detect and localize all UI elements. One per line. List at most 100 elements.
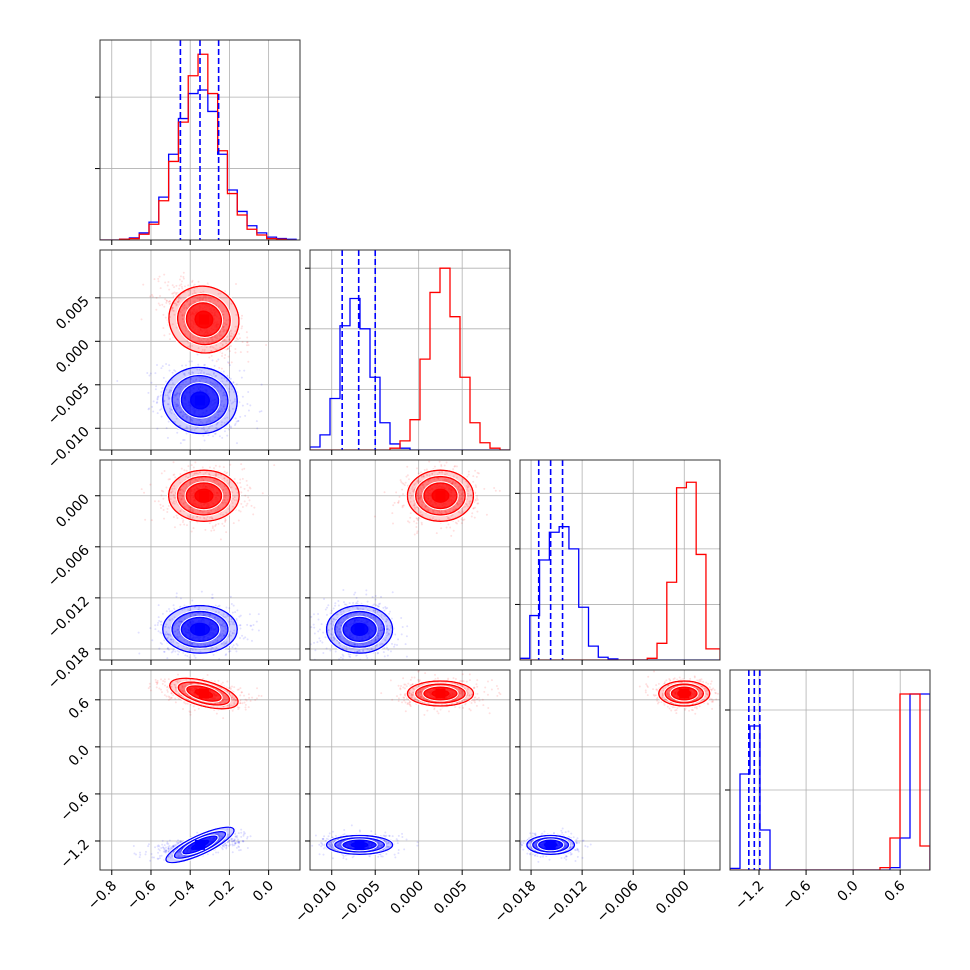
sample-point	[238, 369, 241, 372]
sample-point	[222, 325, 225, 328]
sample-point	[355, 654, 358, 657]
sample-point	[223, 407, 226, 410]
sample-point	[252, 624, 255, 627]
sample-point	[229, 650, 232, 653]
sample-point	[182, 320, 185, 323]
y-tick-label: 0.000	[53, 491, 93, 531]
sample-point	[191, 481, 194, 484]
sample-point	[203, 509, 206, 512]
sample-point	[165, 388, 168, 391]
sample-point	[217, 611, 220, 614]
sample-point	[193, 289, 196, 292]
sample-point	[202, 614, 205, 617]
sample-point	[225, 846, 228, 849]
sample-point	[221, 624, 224, 627]
sample-point	[197, 347, 200, 350]
sample-point	[240, 463, 243, 466]
sample-point	[170, 638, 173, 641]
sample-point	[357, 607, 360, 610]
sample-point	[233, 632, 236, 635]
sample-point	[207, 419, 210, 422]
sample-point	[177, 404, 180, 407]
sample-point	[226, 416, 229, 419]
scatter-points	[137, 460, 276, 665]
sample-point	[139, 853, 142, 856]
sample-point	[198, 606, 201, 609]
sample-point	[255, 420, 258, 423]
sample-point	[373, 515, 376, 518]
sample-point	[359, 661, 361, 663]
sample-point	[164, 625, 167, 628]
sample-point	[327, 629, 330, 632]
sample-point	[229, 463, 232, 466]
sample-point	[209, 381, 212, 384]
sample-point	[169, 641, 172, 644]
y-tick-label: −0.012	[45, 593, 93, 641]
sample-point	[175, 663, 177, 665]
sample-point	[185, 300, 188, 303]
sample-point	[226, 471, 229, 474]
sample-point	[203, 348, 206, 351]
sample-point	[199, 420, 202, 423]
sample-point	[391, 591, 394, 594]
sample-point	[188, 472, 191, 475]
sample-point	[403, 484, 406, 487]
sample-point	[225, 379, 228, 382]
sample-point	[179, 510, 182, 513]
sample-point	[224, 624, 227, 627]
sample-point	[160, 854, 163, 857]
sample-point	[175, 417, 178, 420]
sample-point	[181, 414, 184, 417]
sample-point	[227, 635, 230, 638]
sample-point	[245, 479, 248, 482]
sample-point	[234, 330, 237, 333]
sample-point	[363, 642, 366, 645]
sample-point	[190, 360, 193, 363]
sample-point	[213, 479, 216, 482]
sample-point	[230, 402, 233, 405]
scatter-points	[116, 271, 268, 450]
sample-point	[209, 381, 212, 384]
sample-point	[252, 513, 255, 516]
sample-point	[214, 334, 217, 337]
sample-point	[154, 388, 157, 391]
sample-point	[474, 499, 477, 502]
sample-point	[187, 341, 190, 344]
sample-point	[229, 843, 232, 846]
sample-point	[168, 300, 171, 303]
sample-point	[229, 377, 232, 380]
sample-point	[215, 374, 218, 377]
contour-highlight	[161, 365, 239, 436]
sample-point	[217, 473, 220, 476]
sample-point	[182, 415, 185, 418]
sample-point	[223, 625, 226, 628]
sample-point	[187, 465, 190, 468]
sample-point	[184, 380, 187, 383]
sample-point	[220, 423, 223, 426]
sample-point	[204, 644, 207, 647]
sample-point	[203, 350, 206, 353]
sample-point	[223, 356, 226, 359]
sample-point	[218, 435, 221, 438]
sample-point	[165, 623, 168, 626]
sample-point	[181, 313, 184, 316]
sample-point	[202, 434, 205, 437]
sample-point	[178, 478, 181, 481]
sample-point	[177, 386, 180, 389]
sample-point	[339, 656, 342, 659]
sample-point	[210, 383, 213, 386]
sample-point	[177, 628, 180, 631]
sample-point	[205, 420, 208, 423]
sample-point	[204, 613, 207, 616]
sample-point	[235, 442, 238, 445]
sample-point	[354, 612, 357, 615]
sample-point	[463, 518, 466, 521]
sample-point	[181, 495, 184, 498]
sample-point	[235, 283, 238, 286]
sample-point	[193, 429, 196, 432]
sample-point	[173, 497, 176, 500]
sample-point	[192, 300, 195, 303]
sample-point	[356, 607, 359, 610]
sample-point	[246, 484, 249, 487]
sample-point	[208, 356, 211, 359]
